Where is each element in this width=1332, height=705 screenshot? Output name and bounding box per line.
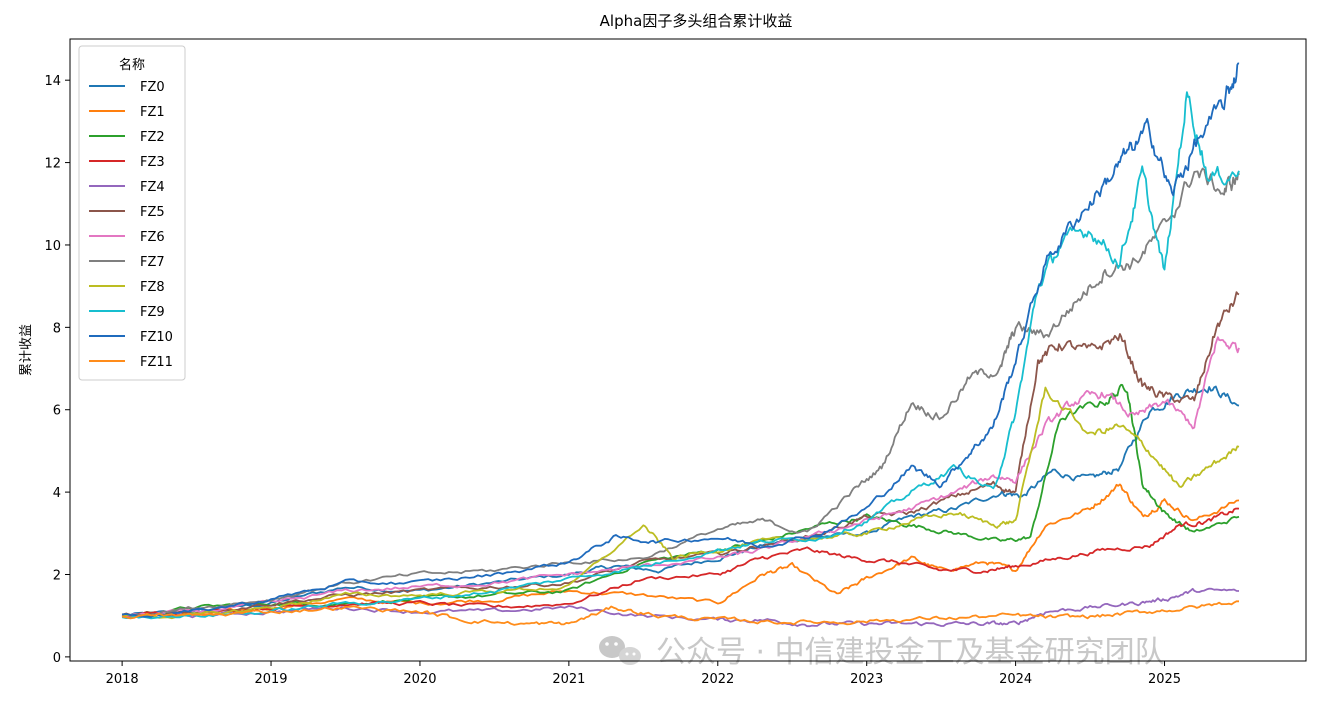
legend-entry-fz6: FZ6 <box>140 230 165 245</box>
legend-entry-fz3: FZ3 <box>140 155 165 170</box>
watermark-text: 公众号 · 中信建投金工及基金研究团队 <box>656 635 1165 670</box>
series-line-fz9 <box>121 91 1240 620</box>
plot-area <box>121 62 1240 628</box>
series-line-fz8 <box>121 386 1240 620</box>
chart-title: Alpha因子多头组合累计收益 <box>600 12 793 30</box>
y-tick-label: 6 <box>53 404 61 419</box>
y-tick-label: 10 <box>44 239 61 254</box>
legend-entry-fz11: FZ11 <box>140 355 173 370</box>
legend: 名称 FZ0 FZ1 FZ2 FZ3 FZ4 FZ5 FZ6 FZ7 FZ8 FZ9 FZ10 FZ1… <box>78 45 186 381</box>
x-tick-label: 2018 <box>106 672 139 687</box>
y-tick-label: 2 <box>53 568 61 583</box>
legend-entry-fz1: FZ1 <box>140 105 165 120</box>
series-line-fz3 <box>121 507 1240 618</box>
series-line-fz0 <box>121 385 1240 617</box>
y-tick-label: 4 <box>53 486 61 501</box>
x-tick-label: 2019 <box>254 672 287 687</box>
y-axis: 0 2 4 6 8 10 12 14 <box>44 74 70 666</box>
legend-entry-fz0: FZ0 <box>140 80 165 95</box>
x-axis: 2018 2019 2020 2021 2022 2023 2024 2025 <box>106 661 1181 687</box>
legend-box <box>78 45 186 381</box>
x-tick-label: 2022 <box>701 672 734 687</box>
plot-frame <box>69 38 1307 662</box>
y-tick-label: 14 <box>44 74 61 89</box>
series-line-fz2 <box>121 383 1240 618</box>
series-line-fz11 <box>121 600 1239 626</box>
series-line-fz5 <box>121 291 1240 617</box>
legend-entry-fz8: FZ8 <box>140 280 165 295</box>
series-line-fz7 <box>121 167 1240 617</box>
legend-entry-fz2: FZ2 <box>140 130 165 145</box>
x-tick-label: 2020 <box>403 672 436 687</box>
x-tick-label: 2025 <box>1148 672 1181 687</box>
legend-entry-fz5: FZ5 <box>140 205 165 220</box>
y-axis-label: 累计收益 <box>19 324 34 376</box>
legend-title: 名称 <box>119 57 145 73</box>
y-tick-label: 0 <box>53 651 61 666</box>
x-tick-label: 2023 <box>850 672 883 687</box>
x-tick-label: 2021 <box>552 672 585 687</box>
watermark: 公众号 · 中信建投金工及基金研究团队 <box>599 635 1165 670</box>
x-tick-label: 2024 <box>999 672 1032 687</box>
legend-entry-fz10: FZ10 <box>140 330 173 345</box>
series-line-fz10 <box>121 62 1240 618</box>
legend-entry-fz9: FZ9 <box>140 305 165 320</box>
y-tick-label: 12 <box>44 157 61 172</box>
series-line-fz4 <box>122 587 1240 628</box>
y-tick-label: 8 <box>53 321 61 336</box>
legend-entry-fz7: FZ7 <box>140 255 165 270</box>
series-line-fz6 <box>122 336 1240 618</box>
legend-entry-fz4: FZ4 <box>140 180 165 195</box>
